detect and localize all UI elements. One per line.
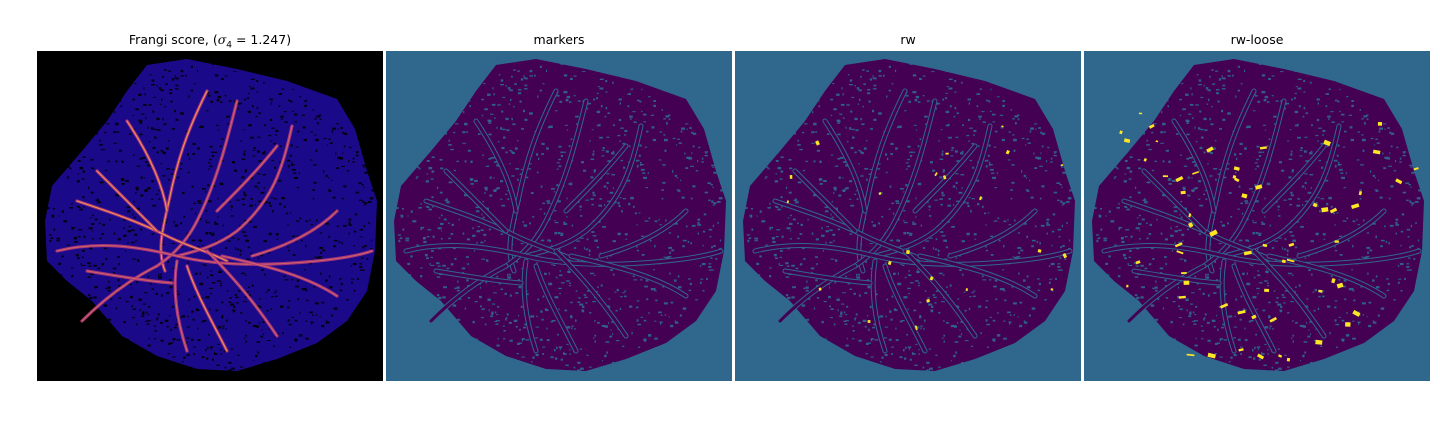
panel-title-rw-loose: rw-loose	[1230, 32, 1284, 47]
vessel-network	[55, 89, 374, 353]
highlight-fragments	[1119, 112, 1419, 362]
highlight-fragments	[786, 125, 1068, 331]
rw-loose-image	[1084, 51, 1430, 381]
frangi-score-image	[37, 51, 383, 381]
tissue-region	[743, 59, 1075, 371]
rw-image	[735, 51, 1081, 381]
tissue-region	[45, 59, 377, 371]
vessel-network	[752, 88, 1073, 354]
panel-title-frangi: Frangi score, (σ4 = 1.247)	[128, 32, 292, 51]
markers-image	[386, 51, 732, 381]
vessel-network	[403, 88, 724, 354]
tissue-region	[1092, 59, 1424, 371]
vessel-network	[1101, 88, 1422, 354]
panel-title-rw: rw	[900, 32, 916, 47]
panel-title-markers: markers	[533, 32, 585, 47]
tissue-region	[394, 59, 726, 371]
